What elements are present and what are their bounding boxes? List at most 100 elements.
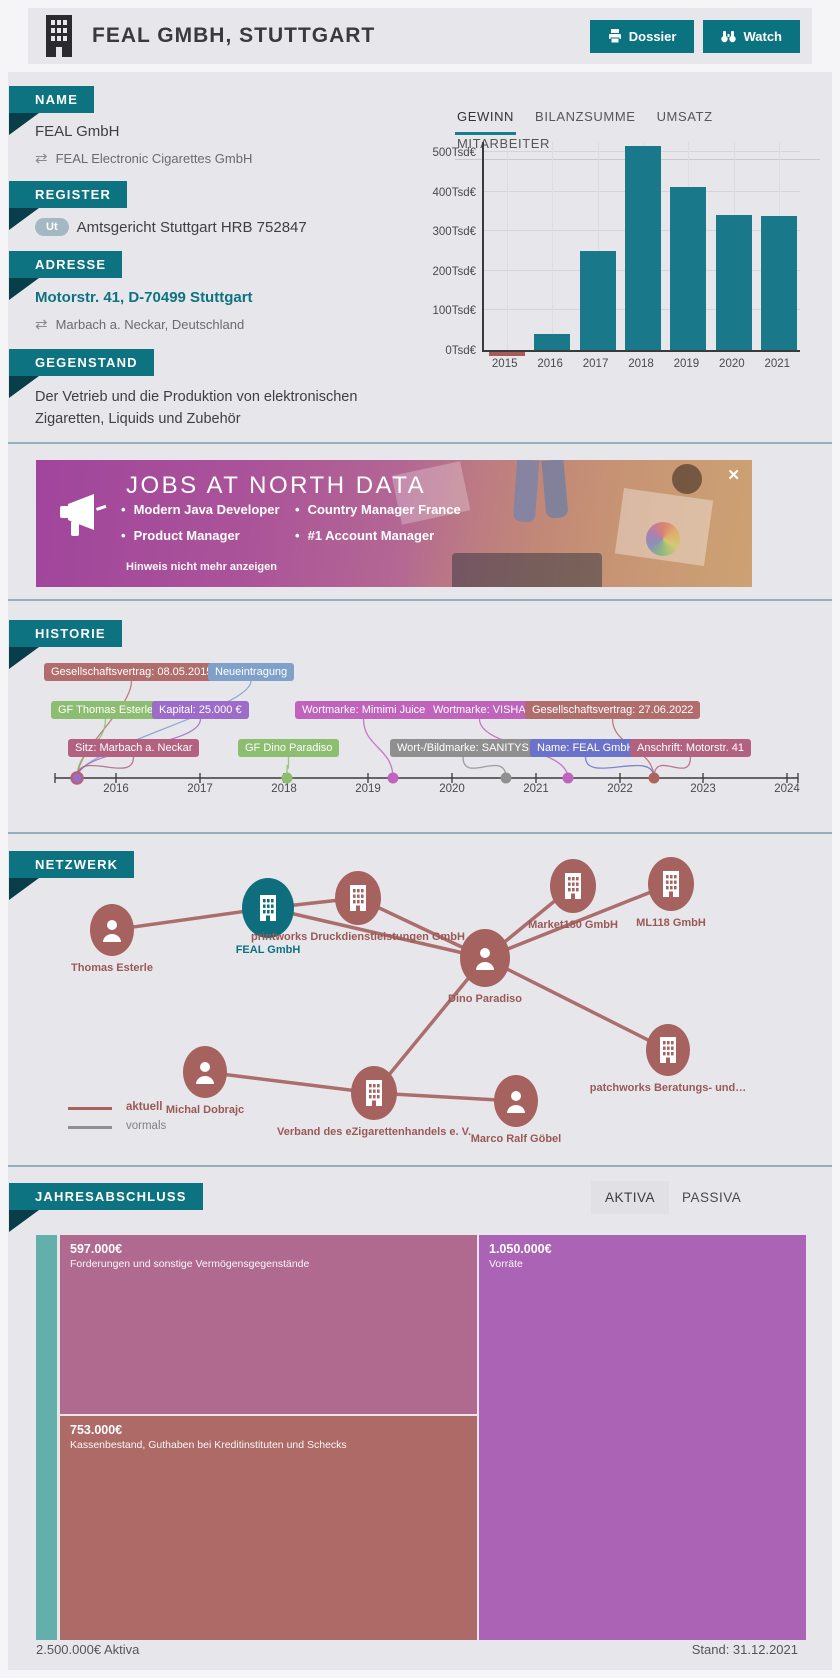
register-type-badge: Ut: [35, 218, 69, 236]
dossier-button[interactable]: Dossier: [589, 19, 695, 53]
network-node-thomas[interactable]: [90, 904, 134, 956]
history-event-tag: Wortmarke: VISHA: [426, 701, 533, 719]
chart-tab-gewinn[interactable]: GEWINN: [455, 109, 517, 135]
network-node-label-marco: Marco Ralf Göbel: [470, 1133, 562, 1145]
company-icon: [658, 1037, 678, 1063]
chart-bar-2019[interactable]: [670, 186, 707, 350]
tab-passiva[interactable]: PASSIVA: [682, 1190, 742, 1205]
treemap-block-value: 597.000€: [70, 1242, 123, 1256]
x-tick-label: 2015: [491, 358, 518, 370]
network-node-verband[interactable]: [351, 1066, 397, 1120]
network-node-feal[interactable]: [242, 878, 294, 938]
job-position-link[interactable]: Country Manager France: [295, 502, 461, 517]
treemap-block-label: Vorräte: [489, 1258, 523, 1270]
balance-total: 2.500.000€ Aktiva: [36, 1642, 140, 1657]
history-event-tag: Neueintragung: [208, 663, 295, 681]
timeline-event-dot[interactable]: [70, 771, 84, 785]
jobs-dismiss-link[interactable]: Hinweis nicht mehr anzeigen: [126, 561, 277, 573]
legend-aktuell-label: aktuell: [126, 1101, 163, 1113]
network-node-label-feal: FEAL GmbH: [235, 944, 301, 956]
network-node-market180[interactable]: [550, 859, 596, 913]
netzwerk-section: NETZWERK Thomas Esterle FEAL GmbH printwor…: [8, 832, 832, 1165]
network-node-printworks[interactable]: [335, 871, 381, 925]
chart-tab-umsatz[interactable]: UMSATZ: [656, 109, 713, 124]
person-icon: [101, 918, 123, 942]
timeline-year-label: 2016: [103, 783, 129, 795]
history-event-tag: Gesellschaftsvertrag: 27.06.2022: [525, 701, 701, 719]
binoculars-icon: [721, 30, 737, 43]
gridline-x-2015: [506, 142, 508, 350]
company-icon: [661, 871, 681, 897]
history-event-tag: GF Dino Paradiso: [238, 739, 340, 757]
treemap-block[interactable]: 753.000€ Kassenbestand, Guthaben bei Kred…: [60, 1416, 477, 1640]
network-node-marco[interactable]: [494, 1075, 538, 1127]
former-address-row: ⇄ Marbach a. Neckar, Deutschland: [35, 315, 244, 333]
network-node-dino[interactable]: [460, 929, 510, 987]
job-position-link[interactable]: Modern Java Developer: [121, 502, 280, 517]
job-position-link[interactable]: Product Manager: [121, 528, 240, 543]
timeline-event-dot[interactable]: [562, 772, 574, 784]
former-name: FEAL Electronic Cigarettes GmbH: [55, 150, 253, 166]
chart-bar-2018[interactable]: [625, 146, 661, 350]
x-tick-label: 2021: [764, 358, 791, 370]
register-section-ribbon: REGISTER: [9, 181, 128, 208]
company-name: FEAL GmbH: [35, 123, 120, 140]
gridline-x-2017: [597, 142, 599, 350]
chart-bar-2021[interactable]: [761, 216, 798, 350]
history-event-tag: Name: FEAL GmbH: [530, 739, 642, 757]
netzwerk-section-ribbon: NETZWERK: [9, 851, 135, 878]
legend-vormals-line: [68, 1126, 112, 1129]
timeline-year-label: 2017: [187, 783, 213, 795]
network-node-michal[interactable]: [183, 1046, 227, 1098]
timeline-event-dot[interactable]: [387, 772, 399, 784]
network-node-label-michal: Michal Dobrajc: [165, 1104, 245, 1116]
y-tick-label: 300Tsd€: [432, 226, 476, 239]
network-edge-dino-verband: [372, 956, 487, 1095]
x-tick-label: 2018: [628, 358, 654, 370]
chart-bar-2017[interactable]: [579, 251, 616, 350]
chart-tab-mitarbeiter[interactable]: MITARBEITER: [457, 136, 551, 151]
timeline-event-dot[interactable]: [500, 772, 512, 784]
network-edge-feal-dino: [267, 906, 486, 960]
swap-arrows-icon: ⇄: [35, 316, 48, 333]
swap-arrows-icon: ⇄: [35, 150, 48, 167]
building-icon: [40, 14, 78, 58]
watch-button[interactable]: Watch: [703, 19, 800, 53]
gegenstand-section-ribbon: GEGENSTAND: [9, 349, 154, 376]
job-position-link[interactable]: #1 Account Manager: [295, 528, 435, 543]
laptop-decor: [451, 553, 602, 587]
network-node-label-market180: Market180 GmbH: [528, 919, 618, 931]
person-icon: [505, 1089, 527, 1113]
adresse-section-ribbon: ADRESSE: [9, 251, 123, 278]
jobs-section: JOBS AT NORTH DATA Modern Java Developer…: [8, 442, 832, 599]
chart-bar-2016[interactable]: [534, 334, 571, 350]
chart-bar-2020[interactable]: [715, 215, 752, 350]
tab-aktiva[interactable]: AKTIVA: [591, 1181, 670, 1214]
timeline-year-label: 2021: [523, 783, 549, 795]
network-edge-dino-ml118: [484, 882, 672, 960]
timeline-event-dot[interactable]: [648, 772, 660, 784]
treemap-strip[interactable]: [36, 1235, 57, 1640]
timeline-year-label: 2020: [439, 783, 465, 795]
network-node-patchworks[interactable]: [646, 1024, 690, 1076]
jeans-leg-decor: [541, 460, 569, 519]
network-node-ml118[interactable]: [648, 857, 694, 911]
color-wheel-decor: [646, 522, 681, 556]
treemap-block[interactable]: 1.050.000€ Vorräte: [479, 1235, 806, 1640]
close-icon[interactable]: ✕: [727, 467, 740, 484]
company-icon: [364, 1080, 384, 1106]
historie-section-ribbon: HISTORIE: [9, 620, 122, 647]
company-icon: [563, 873, 583, 899]
company-icon: [258, 895, 278, 921]
event-connector: [462, 756, 507, 779]
event-connector: [584, 756, 655, 779]
timeline-event-dot[interactable]: [281, 772, 293, 784]
chart-tab-bilanzsumme[interactable]: BILANZSUMME: [535, 109, 636, 124]
jobs-banner[interactable]: JOBS AT NORTH DATA Modern Java Developer…: [36, 460, 752, 587]
address-link[interactable]: Motorstr. 41, D-70499 Stuttgart: [35, 289, 253, 306]
treemap-block[interactable]: 597.000€ Forderungen und sonstige Vermöge…: [60, 1235, 477, 1414]
chart-bar-2015[interactable]: [488, 352, 525, 356]
network-node-label-ml118: ML118 GmbH: [636, 917, 706, 929]
company-icon: [348, 885, 368, 911]
